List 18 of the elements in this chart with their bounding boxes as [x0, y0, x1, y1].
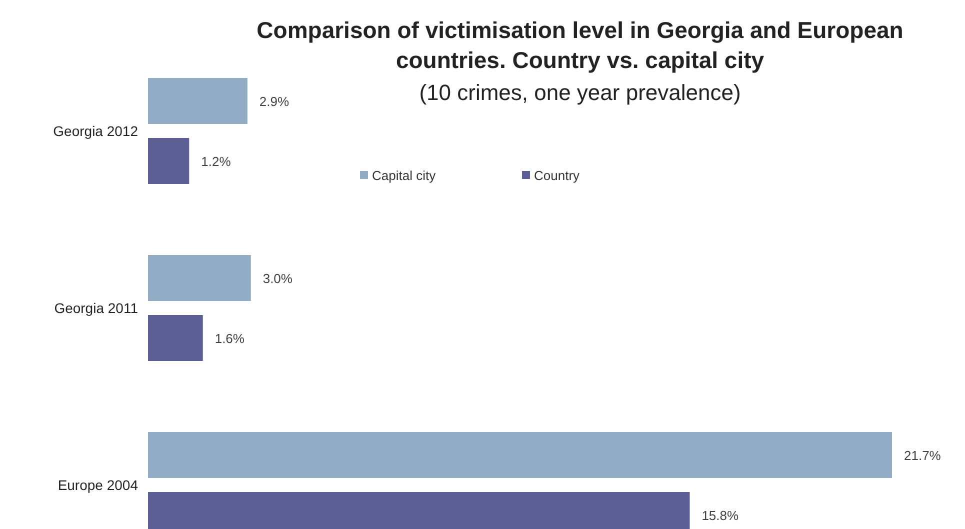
- y-tick-label: Georgia 2012: [53, 123, 138, 139]
- bar: [148, 432, 892, 478]
- bar: [148, 138, 190, 184]
- bar: [148, 78, 248, 124]
- data-label: 1.6%: [214, 331, 245, 346]
- y-tick-label: Europe 2004: [58, 477, 138, 493]
- y-tick-label: Georgia 2011: [54, 300, 138, 316]
- data-label: 2.9%: [259, 94, 290, 109]
- text: (10 crimes, one year prevalence): [419, 80, 741, 105]
- data-label: 3.0%: [262, 271, 293, 286]
- chart-title: Comparison of victimisation level in Georgia and European countries. Country vs. capital city: [256, 17, 904, 73]
- bar: [148, 315, 203, 361]
- data-label: 1.2%: [201, 154, 232, 169]
- data-label: 21.7%: [904, 448, 942, 463]
- data-label: 15.8%: [702, 508, 740, 523]
- legend-label: Capital city: [372, 168, 436, 183]
- legend-label: Country: [534, 168, 580, 183]
- bar: [148, 255, 251, 301]
